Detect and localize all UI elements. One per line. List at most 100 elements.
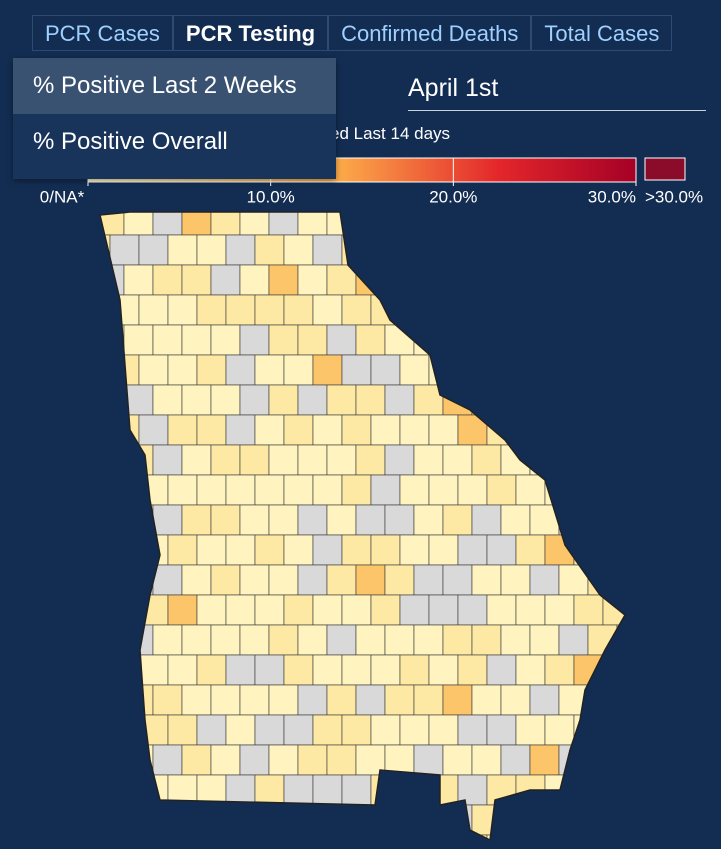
- county: [341, 474, 372, 506]
- county: [152, 684, 183, 716]
- county: [355, 324, 386, 356]
- county: [602, 234, 625, 266]
- county: [123, 324, 154, 356]
- tab[interactable]: PCR Cases: [32, 15, 173, 51]
- county: [457, 414, 488, 446]
- county: [123, 684, 154, 716]
- county: [471, 504, 502, 536]
- county: [587, 384, 618, 416]
- county: [283, 714, 314, 746]
- dropdown-option[interactable]: % Positive Last 2 Weeks: [13, 58, 336, 114]
- county: [428, 234, 459, 266]
- county: [152, 324, 183, 356]
- county: [196, 414, 227, 446]
- county: [123, 264, 154, 296]
- county: [210, 504, 241, 536]
- county: [370, 534, 401, 566]
- county: [297, 564, 328, 596]
- county: [326, 444, 357, 476]
- county: [602, 774, 625, 806]
- county: [109, 534, 140, 566]
- county: [515, 294, 546, 326]
- county: [326, 564, 357, 596]
- county: [442, 324, 473, 356]
- county: [268, 384, 299, 416]
- county: [486, 774, 517, 806]
- county: [486, 714, 517, 746]
- county: [428, 534, 459, 566]
- county: [602, 834, 625, 840]
- county: [239, 804, 270, 836]
- county: [152, 744, 183, 776]
- county: [544, 474, 575, 506]
- county: [312, 834, 343, 840]
- county: [486, 594, 517, 626]
- county: [268, 684, 299, 716]
- county: [196, 474, 227, 506]
- county: [326, 804, 357, 836]
- county: [254, 594, 285, 626]
- county: [384, 684, 415, 716]
- date-input[interactable]: April 1st: [408, 70, 706, 111]
- county: [486, 234, 517, 266]
- county: [167, 234, 198, 266]
- county: [283, 474, 314, 506]
- county: [100, 474, 111, 506]
- county: [312, 354, 343, 386]
- county: [399, 234, 430, 266]
- county: [370, 474, 401, 506]
- county: [100, 324, 125, 356]
- county: [297, 212, 328, 236]
- county: [558, 564, 589, 596]
- county: [457, 534, 488, 566]
- county: [109, 294, 140, 326]
- county: [399, 354, 430, 386]
- county: [210, 444, 241, 476]
- county: [312, 534, 343, 566]
- county: [515, 654, 546, 686]
- county: [254, 774, 285, 806]
- county: [254, 654, 285, 686]
- county: [413, 324, 444, 356]
- county: [312, 774, 343, 806]
- county: [254, 354, 285, 386]
- tab[interactable]: Total Cases: [531, 15, 673, 51]
- dropdown-option[interactable]: % Positive Overall: [33, 128, 228, 155]
- county: [413, 444, 444, 476]
- county: [515, 234, 546, 266]
- county: [239, 264, 270, 296]
- county: [558, 384, 589, 416]
- county: [399, 594, 430, 626]
- county: [312, 714, 343, 746]
- county: [341, 294, 372, 326]
- county: [515, 534, 546, 566]
- tab[interactable]: PCR Testing: [172, 15, 329, 51]
- county: [254, 414, 285, 446]
- county: [384, 324, 415, 356]
- county: [500, 384, 531, 416]
- legend-title: ed Last 14 days: [330, 124, 450, 143]
- county: [500, 324, 531, 356]
- county: [529, 212, 560, 236]
- county: [355, 564, 386, 596]
- county: [616, 684, 625, 716]
- county: [500, 804, 531, 836]
- county: [283, 834, 314, 840]
- county: [225, 654, 256, 686]
- county: [268, 264, 299, 296]
- county: [181, 444, 212, 476]
- county: [529, 384, 560, 416]
- tab[interactable]: Confirmed Deaths: [328, 15, 532, 51]
- county: [428, 414, 459, 446]
- county: [457, 234, 488, 266]
- county: [573, 354, 604, 386]
- county: [515, 594, 546, 626]
- county: [225, 594, 256, 626]
- county: [616, 264, 625, 296]
- county: [254, 534, 285, 566]
- county: [442, 384, 473, 416]
- county: [152, 384, 183, 416]
- county: [602, 414, 625, 446]
- county: [268, 324, 299, 356]
- county: [167, 654, 198, 686]
